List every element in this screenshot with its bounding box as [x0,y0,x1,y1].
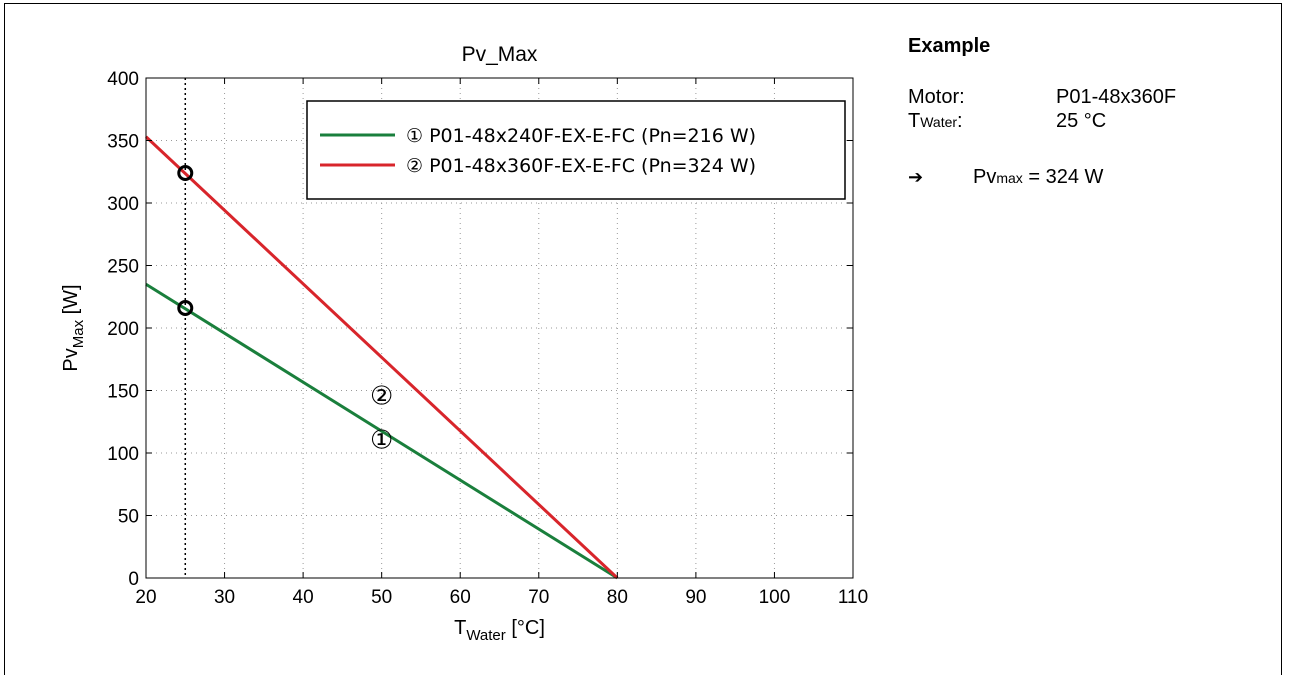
result-main: Pv [973,166,997,188]
x-axis-label: TWater [°C] [454,617,545,644]
series-line-1 [145,282,619,580]
y-axis-label-sub: Max [70,319,87,348]
x-axis-label-main: T [454,617,466,639]
y-tick-label: 200 [107,319,139,340]
twater-label-main: T [908,110,921,132]
x-tick-label: 70 [528,587,549,608]
curve-labels: ①② [370,382,393,456]
y-tick-label: 300 [107,194,139,215]
data-point-marker [177,300,194,316]
twater-label: TWater: [908,109,963,134]
y-axis-label-main: Pv [60,348,82,371]
y-tick-label: 50 [118,507,139,528]
x-tick-label: 90 [685,587,706,608]
y-tick-label: 150 [107,382,139,403]
result-text: Pvmax = 324 W [973,165,1103,190]
curve-label-1: ① [370,425,393,455]
twater-value: 25 °C [1056,110,1107,132]
legend-entry-1: ① P01-48x240F-EX-E-FC (Pn=216 W) [406,125,756,147]
axis-ticks: 20 30 40 50 60 70 80 90 100 110 0 50 100 150 200 250 300… [107,69,868,608]
curve-label-2: ② [370,382,393,412]
x-tick-label: 30 [214,587,235,608]
legend-box [306,100,846,200]
x-tick-label: 100 [759,587,791,608]
legend-entry-2: ② P01-48x360F-EX-E-FC (Pn=324 W) [406,155,756,177]
y-tick-label: 400 [107,69,139,90]
x-tick-label: 20 [135,587,156,608]
twater-label-sub: Water [920,114,958,130]
motor-row: Motor: P01-48x360F [908,85,1268,109]
y-axis-label-unit: [W] [60,284,82,320]
example-title: Example [908,35,991,57]
y-axis-label: PvMax [W] [60,284,87,371]
twater-label-colon: : [957,110,963,132]
twater-row: TWater: 25 °C [908,109,1268,133]
x-tick-label: 80 [607,587,628,608]
legend: ① P01-48x240F-EX-E-FC (Pn=216 W) ② P01-48… [306,100,846,200]
example-panel: Example Motor: P01-48x360F TWater: 25 °C… [908,34,1268,189]
chart: ①② 20 30 40 50 60 70 80 90 100 110050100150200250… [60,43,868,644]
y-tick-label: 250 [107,257,139,278]
data-point-marker [177,165,194,181]
x-axis-label-sub: Water [466,627,505,644]
x-tick-label: 110 [838,587,868,608]
x-tick-label: 50 [371,587,392,608]
chart-title: Pv_Max [462,43,538,66]
y-tick-label: 350 [107,132,139,153]
result-row: ➔ Pvmax = 324 W [908,165,1268,189]
result-sub: max [996,170,1023,186]
figure-frame [4,3,1282,675]
x-tick-label: 40 [293,587,314,608]
x-axis-label-unit: [°C] [506,617,545,639]
motor-label: Motor: [908,86,965,108]
motor-value: P01-48x360F [1056,86,1177,108]
markers [177,165,194,316]
arrow-right-icon: ➔ [908,167,924,187]
series-lines [144,135,619,580]
result-value: = 324 W [1022,166,1104,188]
series-line-2 [144,135,619,580]
y-tick-label: 100 [107,444,139,465]
x-tick-label: 60 [450,587,471,608]
grid [146,78,853,578]
y-tick-label: 0 [128,569,139,590]
